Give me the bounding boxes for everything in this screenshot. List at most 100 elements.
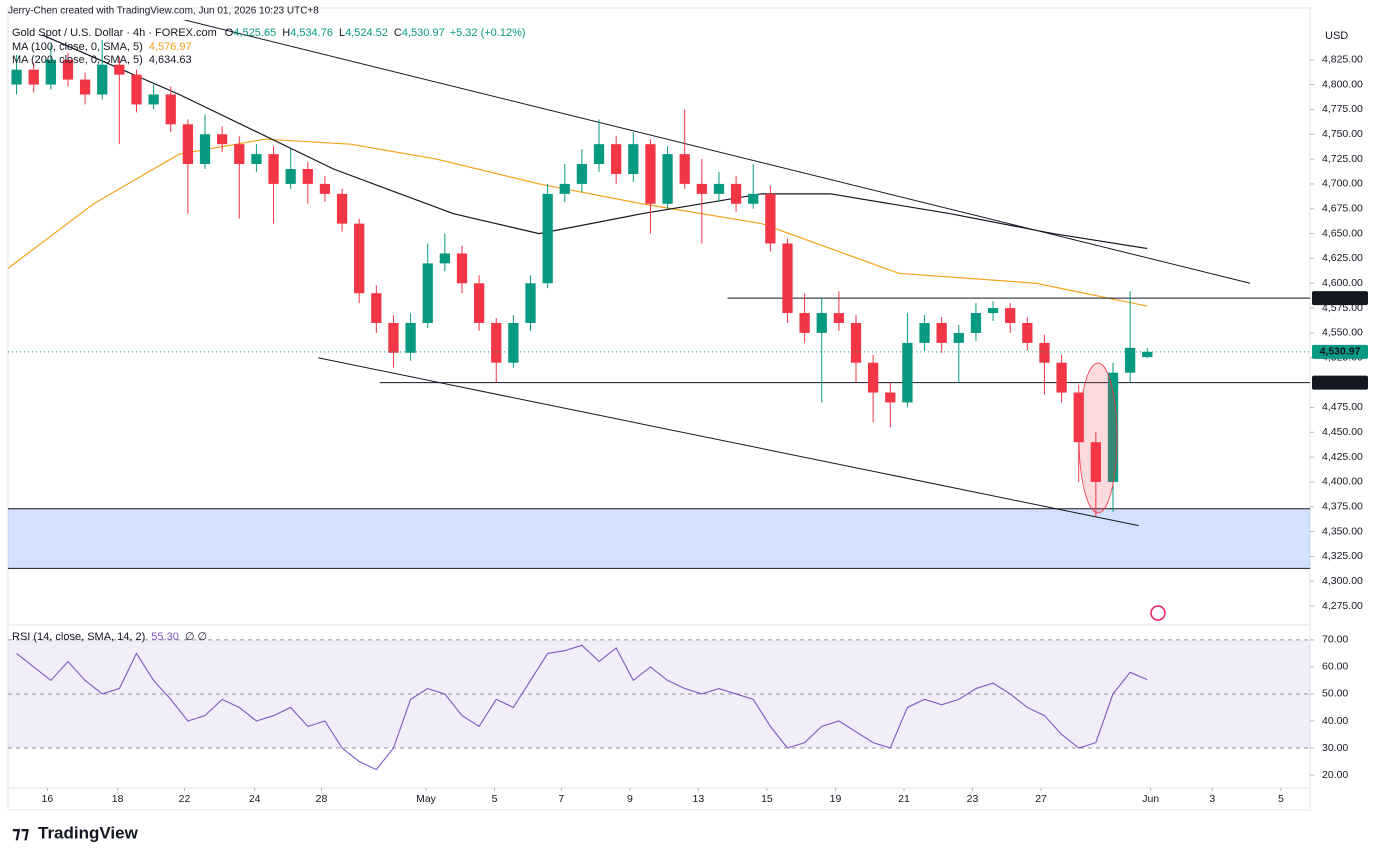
candle-body (611, 144, 622, 174)
candle-body (1039, 342, 1050, 363)
ma-value: 4,576.97 (149, 41, 192, 53)
x-tick-label: 22 (179, 793, 191, 805)
ma-name: MA (100, close, 0, SMA, 5) (12, 41, 143, 53)
x-tick-label: Jun (1142, 793, 1159, 805)
alert-icon[interactable] (1150, 605, 1166, 621)
rsi-line (16, 644, 1148, 771)
candle-body (182, 124, 194, 165)
x-tick-label: 5 (492, 793, 498, 805)
y-tick-label: 4,375.00 (1322, 501, 1363, 513)
ohlc-key: C (394, 27, 402, 39)
ma-legend: MA (200, close, 0, SMA, 5) 4,634.63 (12, 54, 192, 66)
candle-body (371, 293, 382, 323)
candle-body (765, 193, 776, 244)
rsi-tick-label: 70.00 (1322, 634, 1348, 646)
y-tick-label: 4,775.00 (1322, 103, 1363, 115)
last-price-label: 4,530.97 (1320, 346, 1361, 358)
rsi-tick-label: 30.00 (1322, 742, 1348, 754)
candle-body (439, 253, 450, 264)
candle-body (816, 313, 827, 333)
candle-body (336, 193, 348, 224)
candle-body (936, 322, 947, 343)
candle-body (662, 154, 673, 204)
candle-body (1056, 362, 1067, 393)
moving-average (42, 34, 1148, 250)
candle-body (559, 183, 570, 194)
x-tick-label: 23 (967, 793, 979, 805)
ohlc-value: 4,534.76 (290, 27, 333, 39)
y-tick-label: 4,450.00 (1322, 426, 1363, 438)
candle-body (987, 308, 999, 314)
ohlc-key: O (225, 27, 234, 39)
candle-body (28, 69, 39, 85)
rsi-title: RSI (14, close, SMA, 14, 2) (12, 631, 145, 643)
y-tick-label: 4,425.00 (1322, 451, 1363, 463)
trend-line (317, 357, 1139, 527)
x-tick-label: 27 (1035, 793, 1047, 805)
candle-body (473, 283, 485, 323)
candle-body (542, 193, 553, 284)
rsi-tick-label: 40.00 (1322, 715, 1348, 727)
candle-body (422, 263, 433, 323)
rsi-value: 55.30 (151, 631, 179, 643)
candle-body (645, 144, 656, 204)
candle-body (1005, 308, 1016, 323)
candle-body (45, 59, 56, 85)
ohlc-value: 4,524.52 (345, 27, 388, 39)
x-tick-label: 16 (42, 793, 54, 805)
candle-body (251, 154, 262, 165)
x-tick-label: May (416, 793, 437, 805)
candle-body (234, 144, 245, 165)
symbol: Gold Spot / U.S. Dollar · 4h · FOREX.com (12, 27, 217, 39)
brand: TradingView (38, 823, 139, 842)
candle-body (919, 322, 930, 343)
candle-body (799, 313, 810, 333)
candle-body (97, 64, 108, 95)
candle-body (405, 322, 416, 353)
candle-body (525, 283, 536, 323)
x-tick-label: 7 (558, 793, 564, 805)
ohlc-key: H (282, 27, 290, 39)
rsi-tick-label: 60.00 (1322, 661, 1348, 673)
y-tick-label: 4,300.00 (1322, 575, 1363, 587)
candle-body (1073, 392, 1084, 443)
candle-body (885, 392, 896, 403)
currency: USD (1325, 30, 1348, 42)
level-tag (1312, 291, 1368, 306)
credit: Jerry-Chen created with TradingView.com,… (8, 6, 319, 17)
y-tick-label: 4,325.00 (1322, 550, 1363, 562)
y-tick-label: 4,550.00 (1322, 327, 1363, 339)
level-tag (1312, 375, 1368, 390)
candle-body (114, 64, 125, 75)
candle-body (165, 94, 176, 125)
candle-body (268, 154, 279, 184)
y-tick-label: 4,275.00 (1322, 600, 1363, 612)
candle-body (748, 193, 759, 204)
candle-body (628, 144, 639, 174)
x-tick-label: 18 (112, 793, 124, 805)
support-zone (8, 508, 1310, 569)
y-tick-label: 4,825.00 (1322, 54, 1363, 66)
ma-value: 4,634.63 (149, 54, 192, 66)
rsi-extra: ∅ ∅ (185, 631, 207, 643)
candle-body (285, 169, 296, 184)
candle-body (148, 94, 159, 105)
candle-body (970, 313, 982, 333)
y-tick-label: 4,600.00 (1322, 277, 1363, 289)
candle-body (833, 313, 845, 323)
candle-body (696, 183, 707, 194)
rsi-tick-label: 50.00 (1322, 688, 1348, 700)
candle-body (11, 69, 22, 85)
candle-body (1022, 322, 1033, 343)
x-tick-label: 5 (1278, 793, 1284, 805)
candle-body (679, 154, 690, 184)
y-tick-label: 4,750.00 (1322, 128, 1363, 140)
change: +5.32 (+0.12%) (450, 27, 526, 39)
legend-row: Gold Spot / U.S. Dollar · 4h · FOREX.com… (12, 27, 526, 39)
y-tick-label: 4,400.00 (1322, 476, 1363, 488)
candle-body (713, 183, 725, 194)
candle-body (1142, 351, 1153, 358)
ohlc-value: 4,525.65 (233, 27, 276, 39)
last-price-tag (1312, 344, 1368, 359)
